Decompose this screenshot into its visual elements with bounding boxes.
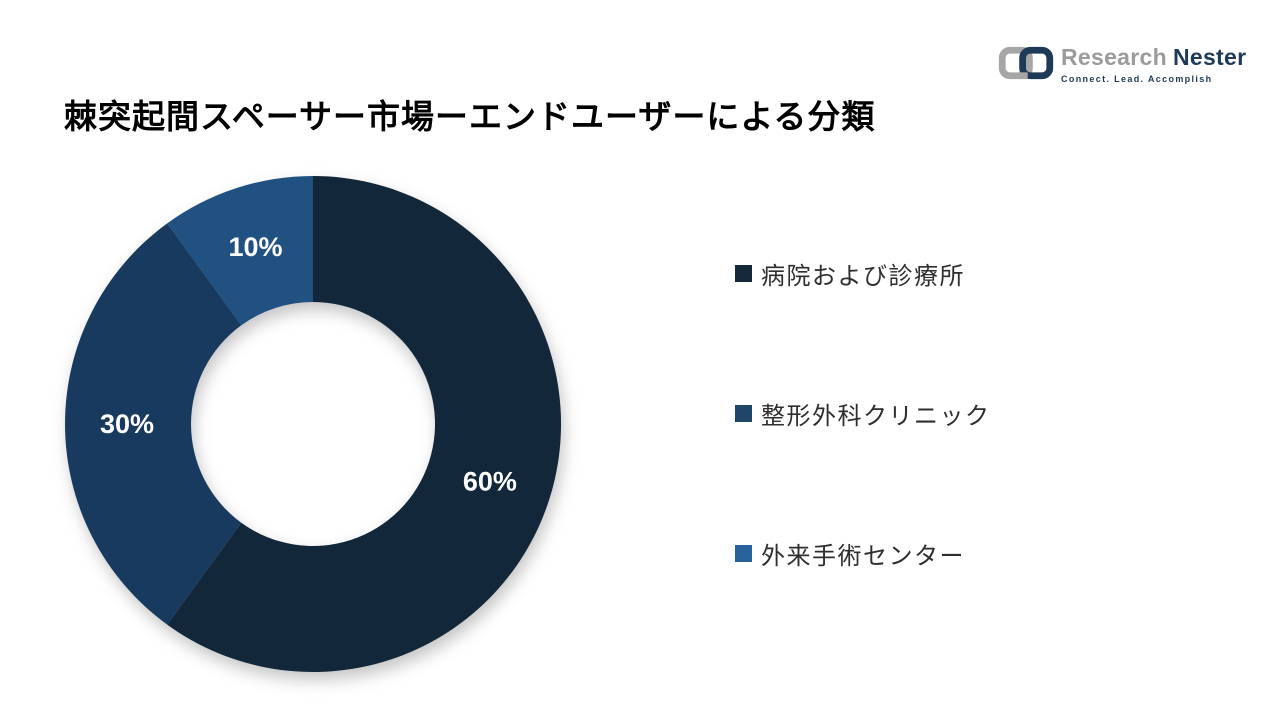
donut-perc, donut-percent-label-2: 30% bbox=[100, 409, 154, 439]
logo-tagline: Connect. Lead. Accomplish bbox=[1061, 74, 1213, 84]
brand-name-nester: Nester bbox=[1172, 44, 1247, 70]
legend-swatch-3 bbox=[735, 544, 752, 562]
brand-name-research: Research bbox=[1061, 44, 1167, 70]
donut-perc, donut-percent-label-1: 60% bbox=[463, 467, 517, 497]
legend-swatch-2 bbox=[735, 404, 752, 422]
donut-chart: 60% 30% 10% bbox=[33, 146, 593, 704]
chain-links-icon bbox=[998, 46, 1054, 80]
legend-swatch-1 bbox=[735, 264, 752, 282]
donut-perc, donut-percent-label-3: 10% bbox=[228, 232, 282, 262]
donut-segment-3 bbox=[167, 176, 313, 326]
legend-label-3: 外来手術センター bbox=[761, 543, 965, 570]
legend-label-2: 整形外科クリニック bbox=[761, 403, 991, 430]
donut-chart-svg: 60% 30% 10% bbox=[65, 176, 562, 672]
research-nester-logo: Research Nester Connect. Lead. Accomplis… bbox=[998, 44, 1246, 84]
legend-item-hospitals-clinics: 病院および診療所 bbox=[735, 258, 991, 290]
page-title: 棘突起間スペーサー市場ーエンドユーザーによる分類 bbox=[64, 98, 876, 135]
donut-segment-2 bbox=[65, 223, 242, 625]
legend-item-ambulatory-surgery-centers: 外来手術センター bbox=[735, 538, 991, 570]
legend-item-orthopedic-clinics: 整形外科クリニック bbox=[735, 398, 991, 430]
legend-label-1: 病院および診療所 bbox=[761, 263, 965, 290]
logo-text: Research Nester Connect. Lead. Accomplis… bbox=[1061, 44, 1246, 84]
donut-segment-1 bbox=[167, 176, 562, 672]
legend: 病院および診療所 整形外科クリニック 外来手術センター bbox=[735, 258, 991, 570]
